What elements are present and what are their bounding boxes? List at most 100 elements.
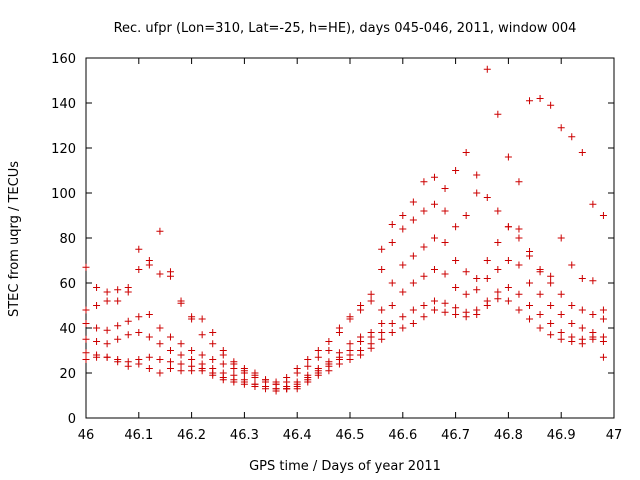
y-tick-label: 20 — [59, 367, 76, 382]
data-point — [367, 290, 375, 298]
data-point — [198, 367, 206, 375]
x-tick-label: 46.7 — [441, 428, 470, 443]
data-point — [378, 329, 386, 336]
data-point — [526, 315, 534, 323]
data-point — [93, 284, 101, 291]
data-point — [399, 261, 407, 269]
data-point — [420, 313, 428, 321]
data-point — [420, 207, 428, 215]
data-point — [599, 212, 607, 219]
data-point — [547, 101, 555, 109]
data-point — [304, 378, 312, 386]
data-point — [462, 149, 470, 156]
data-point — [293, 365, 301, 372]
x-axis-label: GPS time / Days of year 2011 — [249, 459, 441, 474]
x-tick-label: 46.2 — [177, 428, 206, 443]
data-point — [304, 356, 312, 363]
data-point — [504, 257, 512, 264]
data-point — [314, 371, 322, 379]
data-point — [272, 387, 280, 395]
data-point — [494, 239, 502, 246]
data-point — [124, 317, 132, 325]
data-point — [156, 356, 164, 363]
data-point — [114, 358, 122, 366]
data-point — [135, 266, 143, 273]
y-tick-label: 120 — [51, 142, 76, 157]
data-points — [82, 65, 607, 395]
data-point — [357, 306, 365, 314]
x-tick-label: 46.3 — [230, 428, 259, 443]
data-point — [82, 356, 90, 363]
data-point — [388, 239, 396, 246]
data-point — [166, 347, 174, 354]
data-point — [462, 313, 470, 321]
data-point — [409, 306, 417, 314]
data-point — [568, 133, 576, 141]
data-point — [314, 347, 322, 354]
data-point — [441, 299, 449, 307]
data-point — [473, 275, 481, 282]
data-point — [156, 227, 164, 235]
data-point — [177, 299, 185, 307]
data-point — [578, 275, 586, 282]
data-point — [388, 302, 396, 309]
data-point — [114, 335, 122, 343]
plot-border — [85, 57, 615, 419]
data-point — [156, 340, 164, 348]
data-point — [547, 302, 555, 309]
x-tick-label: 46.5 — [336, 428, 365, 443]
data-point — [325, 347, 333, 354]
chart-title: Rec. ufpr (Lon=310, Lat=-25, h=HE), days… — [114, 21, 577, 36]
data-point — [240, 369, 248, 377]
data-point — [441, 308, 449, 316]
data-point — [283, 385, 291, 393]
data-point — [483, 257, 491, 264]
data-point — [578, 324, 586, 332]
data-point — [568, 302, 576, 309]
data-point — [230, 365, 238, 372]
data-point — [388, 221, 396, 228]
data-point — [145, 257, 153, 264]
data-point — [504, 223, 512, 231]
data-point — [293, 385, 301, 393]
data-point — [399, 212, 407, 219]
data-point — [325, 367, 333, 375]
data-point — [568, 338, 576, 345]
data-point — [557, 124, 565, 132]
data-point — [399, 225, 407, 233]
data-point — [188, 356, 196, 363]
data-point — [578, 306, 586, 314]
data-point — [378, 335, 386, 343]
data-point — [420, 178, 428, 186]
data-point — [378, 306, 386, 314]
data-point — [526, 302, 534, 309]
data-point — [177, 351, 185, 359]
data-point — [515, 225, 523, 233]
data-point — [430, 306, 438, 314]
data-point — [209, 329, 217, 336]
data-point — [198, 331, 206, 339]
data-point — [124, 331, 132, 339]
data-point — [589, 200, 597, 208]
data-point — [589, 277, 597, 285]
data-point — [135, 245, 143, 253]
data-point — [209, 371, 217, 379]
data-point — [145, 311, 153, 318]
data-point — [399, 324, 407, 332]
x-tick-label: 46.4 — [283, 428, 312, 443]
data-point — [494, 110, 502, 118]
data-point — [430, 234, 438, 242]
data-point — [103, 326, 111, 334]
data-point — [114, 322, 122, 330]
data-point — [93, 302, 101, 309]
data-point — [188, 367, 196, 375]
data-point — [430, 297, 438, 305]
data-point — [230, 378, 238, 386]
data-point — [589, 333, 597, 341]
data-point — [346, 340, 354, 348]
data-point — [103, 340, 111, 348]
data-point — [357, 351, 365, 359]
data-point — [462, 212, 470, 219]
data-point — [166, 358, 174, 366]
